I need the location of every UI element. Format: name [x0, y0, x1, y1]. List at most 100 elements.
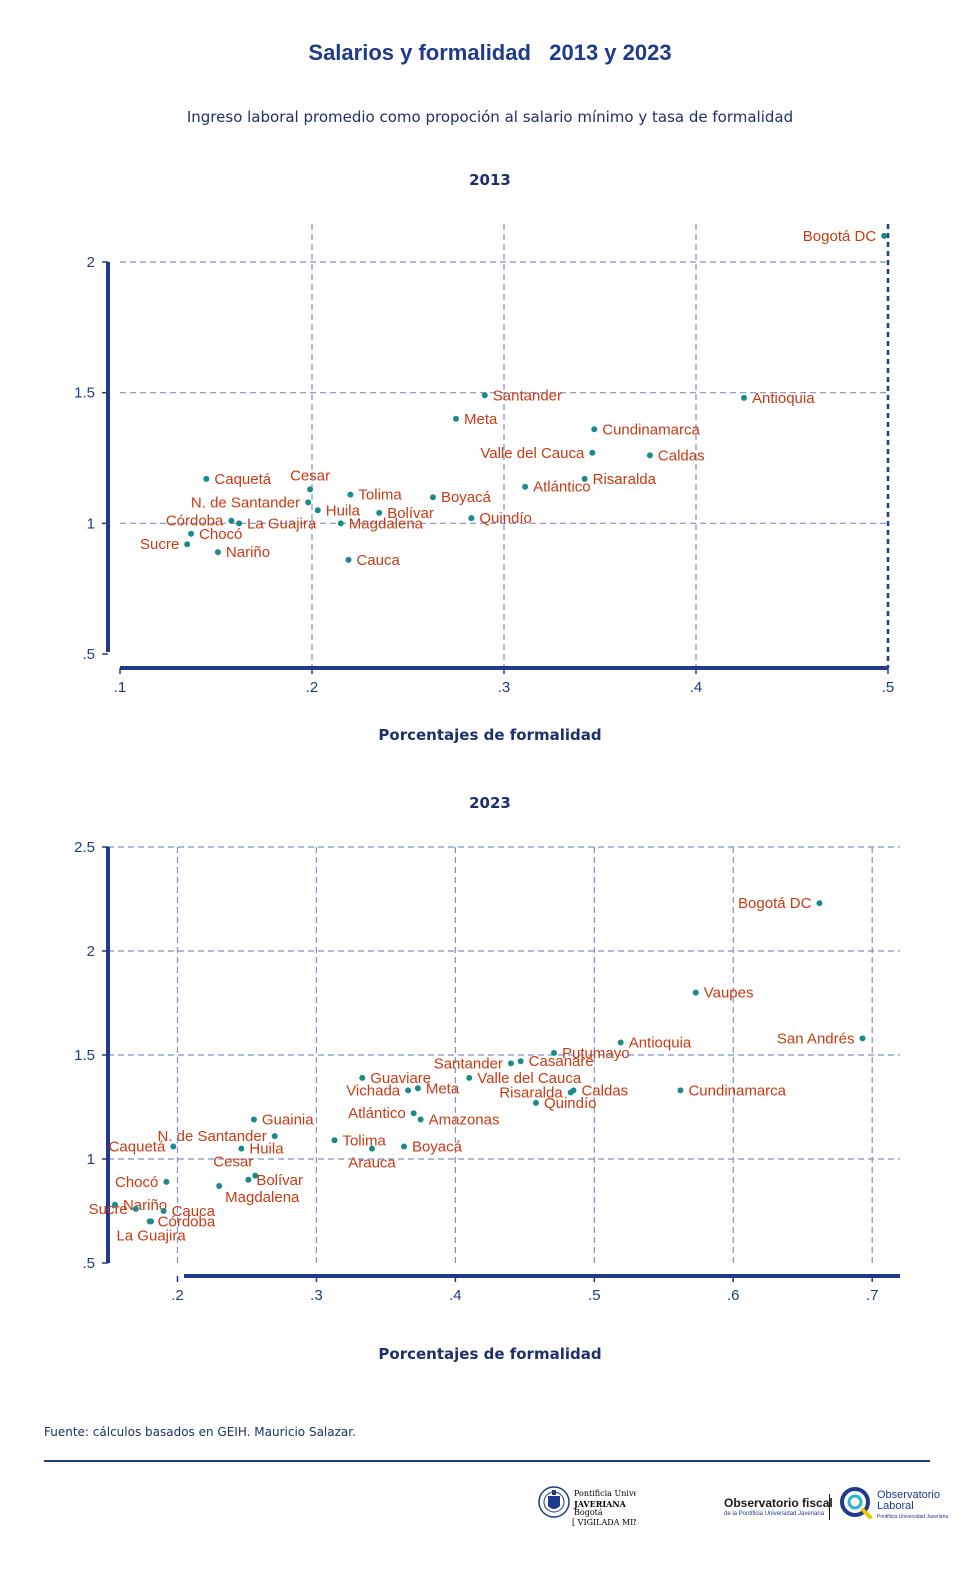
- data-label: Amazonas: [429, 1111, 500, 1128]
- data-label: Putumayo: [562, 1045, 630, 1062]
- data-point: [405, 1087, 412, 1094]
- data-label: Huila: [249, 1141, 284, 1158]
- data-label: Nariño: [226, 544, 270, 561]
- chart-2023-x-axis-title: Porcentajes de formalidad: [378, 1345, 602, 1363]
- data-point: [417, 1116, 424, 1123]
- data-point: [250, 1116, 257, 1123]
- data-point: [517, 1058, 524, 1065]
- data-label: Antioquia: [752, 390, 815, 407]
- data-point: [589, 449, 596, 456]
- data-point: [252, 1172, 259, 1179]
- data-label: Cundinamarca: [602, 421, 700, 438]
- data-point: [347, 491, 354, 498]
- x-tick-label: .7: [866, 1287, 879, 1304]
- data-point: [551, 1049, 558, 1056]
- data-point: [163, 1178, 170, 1185]
- data-label: Vichada: [346, 1082, 401, 1099]
- data-label: Bogotá DC: [803, 228, 877, 245]
- data-point: [337, 520, 344, 527]
- data-point: [236, 520, 243, 527]
- y-tick-label: 2.5: [74, 839, 95, 856]
- javeriana-logo-line-3: Bogotá: [574, 1508, 603, 1517]
- data-point: [617, 1039, 624, 1046]
- observatorio-laboral-logo-line-1: Observatorio: [877, 1489, 940, 1501]
- data-point: [111, 1201, 118, 1208]
- data-label: La Guajira: [116, 1227, 186, 1244]
- data-point: [881, 232, 888, 239]
- data-point: [453, 415, 459, 422]
- data-label: Valle del Cauca: [480, 445, 585, 462]
- data-label: Meta: [426, 1080, 460, 1097]
- data-point: [359, 1074, 366, 1081]
- data-point: [507, 1060, 514, 1067]
- javeriana-logo-tagline: [ VIGILADA MINEDUCACIÓN ]: [572, 1518, 636, 1527]
- data-label: Caldas: [658, 447, 705, 464]
- data-label: Magdalena: [225, 1189, 300, 1206]
- data-point: [369, 1145, 375, 1152]
- data-label: Sucre: [140, 536, 179, 553]
- data-point: [148, 1218, 155, 1225]
- observatorio-laboral-logo: Observatorio Laboral: [877, 1490, 940, 1512]
- data-point: [184, 541, 191, 548]
- y-tick-label: 1.5: [74, 1047, 95, 1064]
- data-label: Chocó: [115, 1174, 158, 1191]
- data-label: Meta: [464, 411, 498, 428]
- logo-separator: [829, 1494, 830, 1520]
- data-label: Atlántico: [533, 479, 591, 496]
- data-point: [410, 1110, 417, 1117]
- data-point: [170, 1143, 177, 1150]
- y-tick-label: .5: [82, 1255, 95, 1272]
- data-label: Caquetá: [109, 1139, 166, 1156]
- data-point: [692, 989, 699, 996]
- data-label: Guaviare: [370, 1070, 431, 1087]
- data-point: [238, 1145, 245, 1152]
- x-tick-label: .1: [114, 679, 127, 696]
- data-point: [245, 1176, 252, 1183]
- x-tick-label: .2: [306, 679, 319, 696]
- data-point: [203, 475, 210, 482]
- data-label: Bolívar: [387, 505, 434, 522]
- data-point: [816, 900, 823, 907]
- data-label: Bolívar: [256, 1172, 303, 1189]
- x-tick-label: .4: [449, 1287, 462, 1304]
- x-tick-label: .3: [310, 1287, 323, 1304]
- source-note: Fuente: cálculos basados en GEIH. Mauric…: [44, 1425, 356, 1439]
- data-label: Atlántico: [348, 1105, 406, 1122]
- observatorio-laboral-icon: [840, 1487, 872, 1519]
- data-label: Santander: [434, 1055, 503, 1072]
- chart-2023: .2 .3 .4 .5 .6 .7 .5 1 1.5 2 2.5 Bogotá DC Vaupes Ant…: [74, 839, 900, 1304]
- data-label: Quindío: [479, 510, 532, 527]
- data-label: Guainia: [262, 1111, 314, 1128]
- data-point: [307, 486, 314, 493]
- chart-2013: .1 .2 .3 .4 .5 .5 1 1.5 2 Bogotá DC Antioquia Santa…: [74, 224, 895, 696]
- data-point: [331, 1137, 338, 1144]
- observatorio-fiscal-logo: Observatorio fiscal: [724, 1496, 833, 1510]
- data-label: Risaralda: [593, 471, 657, 488]
- data-point: [400, 1143, 407, 1150]
- data-point: [581, 475, 588, 482]
- javeriana-seal-icon: [538, 1486, 570, 1518]
- data-label: Tolima: [358, 487, 402, 504]
- data-point: [468, 515, 475, 522]
- x-tick-label: .6: [727, 1287, 740, 1304]
- data-label: Cundinamarca: [688, 1082, 786, 1099]
- data-label: N. de Santander: [191, 494, 300, 511]
- data-point: [646, 452, 653, 459]
- x-tick-label: .5: [882, 679, 895, 696]
- data-label: Nariño: [123, 1197, 167, 1214]
- y-tick-label: .5: [82, 646, 95, 663]
- data-label: Córdoba: [166, 513, 224, 530]
- data-label: Arauca: [348, 1155, 396, 1172]
- data-point: [216, 1183, 223, 1190]
- observatorio-fiscal-logo-subtitle: de la Pontificia Universidad Javeriana: [724, 1511, 825, 1517]
- data-point: [314, 507, 321, 514]
- data-point: [132, 1205, 139, 1212]
- data-label: Vaupes: [704, 985, 754, 1002]
- observatorio-laboral-logo-line-2: Laboral: [877, 1500, 914, 1512]
- data-label: Huila: [326, 502, 361, 519]
- data-label: Magdalena: [349, 515, 424, 532]
- javeriana-logo: Pontificia Universidad JAVERIANA Bogotá …: [538, 1486, 636, 1527]
- chart-2013-title: 2013: [469, 171, 511, 189]
- data-point: [532, 1099, 539, 1106]
- y-tick-label: 2: [87, 943, 95, 960]
